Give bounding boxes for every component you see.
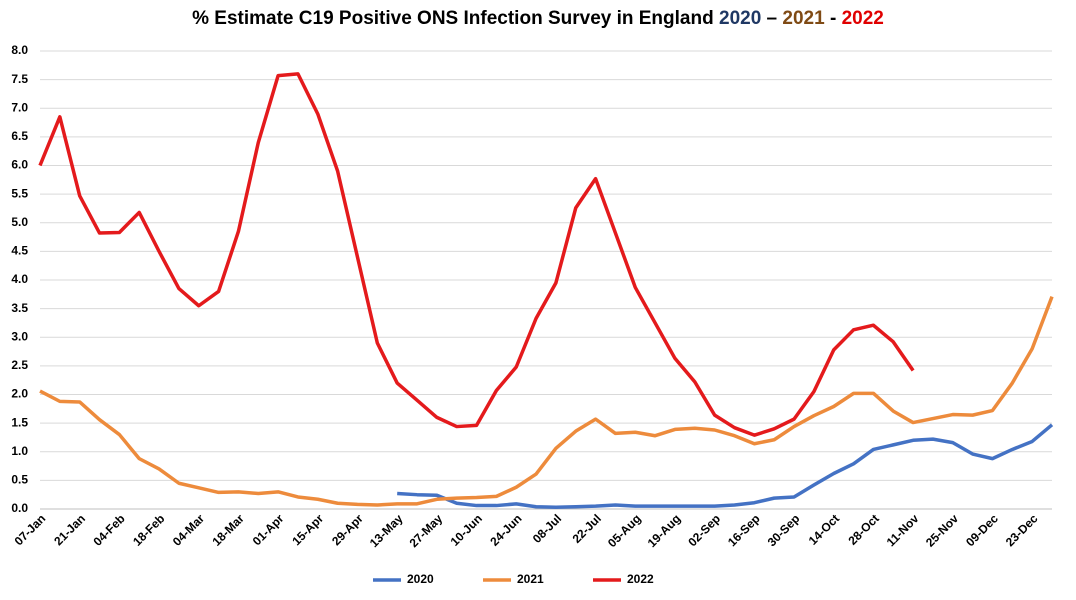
x-tick-label: 21-Jan [51,511,88,548]
x-tick-label: 23-Dec [1003,511,1041,549]
legend-label: 2020 [407,572,434,586]
y-tick-label: 3.0 [11,329,28,343]
x-tick-label: 29-Apr [329,511,366,548]
series-line [38,72,915,437]
x-tick-label: 22-Jul [570,511,604,545]
y-tick-label: 3.5 [11,301,28,315]
title-part: - [824,8,842,29]
y-tick-label: 7.5 [11,72,28,86]
legend-label: 2022 [627,572,654,586]
x-tick-label: 27-May [407,511,446,550]
x-tick-label: 30-Sep [765,511,803,549]
y-tick-label: 0.5 [11,473,28,487]
x-tick-label: 15-Apr [289,511,326,548]
y-tick-label: 1.0 [11,444,28,458]
y-tick-label: 4.0 [11,272,28,286]
y-tick-label: 2.5 [11,358,28,372]
x-tick-label: 25-Nov [923,511,961,549]
series-line [39,295,1054,507]
x-tick-label: 04-Feb [90,511,127,548]
x-tick-label: 24-Jun [487,511,524,548]
x-tick-label: 09-Dec [963,511,1001,549]
y-tick-label: 8.0 [11,43,28,57]
y-tick-label: 5.5 [11,186,28,200]
x-tick-label: 13-May [367,511,406,550]
title-part: 2020 [719,8,762,29]
y-tick-label: 2.0 [11,387,28,401]
x-tick-label: 14-Oct [806,511,842,547]
y-tick-label: 6.5 [11,129,28,143]
x-tick-label: 11-Nov [884,511,922,549]
x-tick-label: 05-Aug [605,511,644,550]
x-tick-label: 16-Sep [725,511,763,549]
chart-title: % Estimate C19 Positive ONS Infection Su… [0,8,1076,30]
x-tick-label: 18-Mar [210,511,247,548]
y-tick-label: 1.5 [11,415,28,429]
x-tick-label: 01-Apr [250,511,287,548]
x-tick-label: 07-Jan [12,511,49,548]
x-tick-label: 10-Jun [448,511,485,548]
y-tick-label: 0.0 [11,501,28,515]
legend-label: 2021 [517,572,544,586]
y-tick-label: 4.5 [11,244,28,258]
x-tick-label: 28-Oct [845,511,881,547]
x-tick-label: 04-Mar [170,511,207,548]
x-tick-label: 02-Sep [685,511,723,549]
x-tick-label: 18-Feb [130,511,167,548]
title-part: – [761,8,783,29]
title-part: % Estimate C19 Positive ONS Infection Su… [192,8,719,29]
y-tick-label: 6.0 [11,158,28,172]
x-tick-label: 08-Jul [530,511,564,545]
title-part: 2022 [841,8,884,29]
y-tick-label: 7.0 [11,100,28,114]
series-line [397,423,1054,510]
y-tick-label: 5.0 [11,215,28,229]
title-part: 2021 [782,8,825,29]
x-tick-label: 19-Aug [645,511,684,550]
